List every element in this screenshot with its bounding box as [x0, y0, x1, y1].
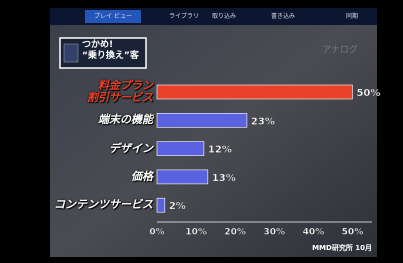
logo: [64, 44, 78, 62]
menu-item[interactable]: 書き込み: [271, 11, 295, 20]
x-tick-label: 30%: [263, 228, 285, 238]
value-label: 2%: [169, 201, 186, 212]
bar: [157, 198, 165, 212]
menu-item[interactable]: 取り込み: [212, 11, 236, 20]
category-label: コンテンツサービス: [43, 199, 153, 211]
bar: [157, 142, 204, 156]
x-tick-label: 10%: [185, 228, 207, 238]
x-tick-label: 50%: [342, 228, 364, 238]
category-label: 価格: [43, 171, 153, 183]
category-label: 端末の機能: [43, 114, 153, 126]
bar: [157, 85, 352, 99]
menu-item[interactable]: 同期: [346, 11, 358, 20]
menu-item[interactable]: プレイ ビュー: [94, 11, 132, 20]
bar: [157, 113, 247, 127]
category-label: 料金プラン 割引サービス: [43, 80, 153, 104]
x-tick-label: 40%: [303, 228, 325, 238]
value-label: 12%: [208, 145, 232, 156]
watermark: アナログ: [322, 44, 358, 56]
value-label: 23%: [251, 116, 275, 127]
screen: アナログ 0% 10% 20% 30% 40% 50% 50% 23% 12% 13% 2% MMD研…: [0, 0, 403, 263]
menu-item[interactable]: ライブラリ: [169, 11, 199, 20]
x-tick-label: 20%: [224, 228, 246, 238]
x-tick-label: 0%: [149, 228, 164, 238]
source: MMD研究所 10月: [312, 243, 372, 252]
value-label: 50%: [356, 88, 380, 99]
category-label: デザイン: [43, 143, 153, 155]
bar: [157, 170, 208, 184]
chart-title: つかめ! “乗り換え”客: [82, 40, 144, 62]
chart: アナログ 0% 10% 20% 30% 40% 50% 50% 23% 12% 13% 2% MMD研…: [0, 0, 403, 263]
value-label: 13%: [212, 173, 236, 184]
